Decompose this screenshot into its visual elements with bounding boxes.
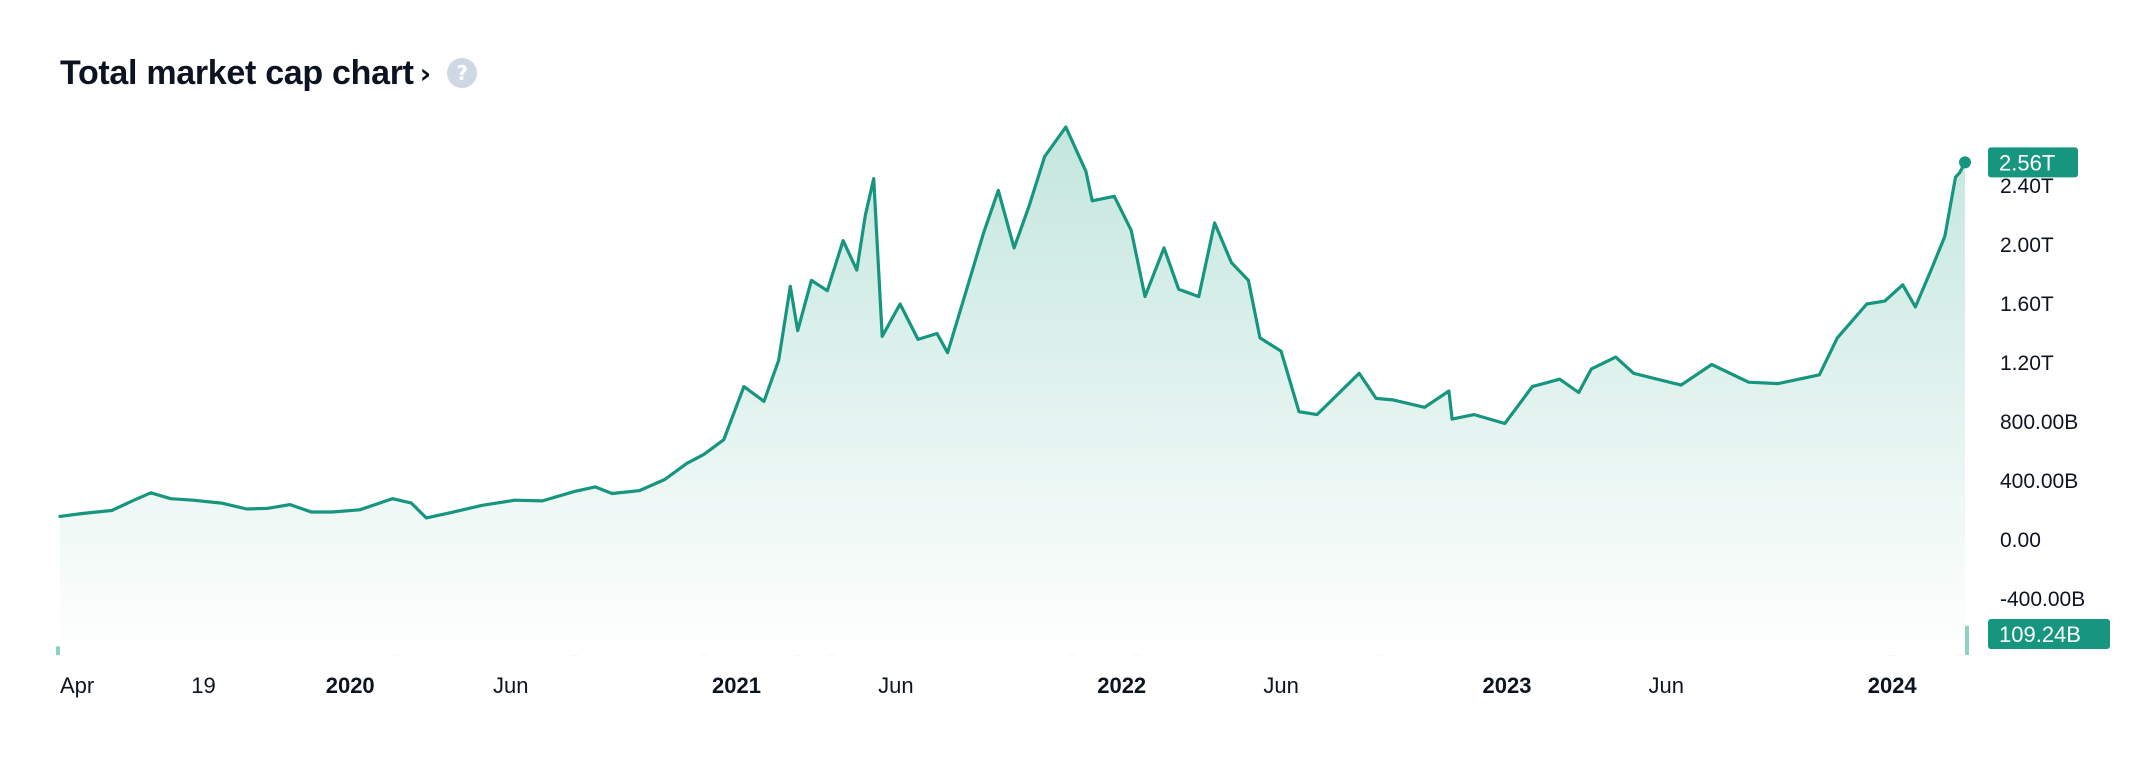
last-value-badge: 2.56T [1988,147,2078,178]
y-tick-label: 2.40T [2000,175,2054,198]
chart-title[interactable]: Total market cap chart [60,53,414,92]
chevron-right-icon[interactable]: › [419,56,432,90]
x-tick-label: 2021 [712,673,761,698]
last-value-badge-bg [1988,147,2078,178]
x-tick-label: 2020 [326,673,375,698]
volume-badge-bg [1988,619,2110,649]
x-tick-label: Jun [493,673,528,698]
volume-badge: 109.24B [1988,619,2110,649]
last-value-label: 2.56T [1999,150,2055,175]
x-tick-label: Jun [1649,673,1684,698]
y-tick-label: 1.60T [2000,293,2054,316]
market-cap-area [60,127,1965,655]
y-tick-label: -400.00B [2000,588,2085,611]
x-tick-label: Jun [878,673,913,698]
y-tick-label: 0.00 [2000,529,2041,552]
x-axis: Apr 19 2020 Jun 2021 Jun 2022 Jun 2023 Jun 2024 [60,673,1917,698]
x-tick-label: 19 [191,673,215,698]
y-tick-label: 2.00T [2000,234,2054,257]
x-tick-label: Apr [60,673,94,698]
x-tick-label: 2022 [1097,673,1146,698]
x-tick-label: 2023 [1483,673,1532,698]
x-tick-label: 2024 [1868,673,1918,698]
last-value-dot [1959,156,1971,169]
y-tick-label: 400.00B [2000,470,2078,493]
chart-header: Total market cap chart › ? [60,48,478,98]
market-cap-line [58,125,1967,520]
volume-value-label: 109.24B [1999,622,2081,647]
x-tick-label: Jun [1263,673,1298,698]
y-axis: 2.40T 2.00T 1.60T 1.20T 800.00B 400.00B 0.00 -4… [2000,175,2085,611]
y-tick-label: 1.20T [2000,352,2054,375]
question-circle-icon[interactable]: ? [447,58,478,88]
y-tick-label: 800.00B [2000,411,2078,434]
